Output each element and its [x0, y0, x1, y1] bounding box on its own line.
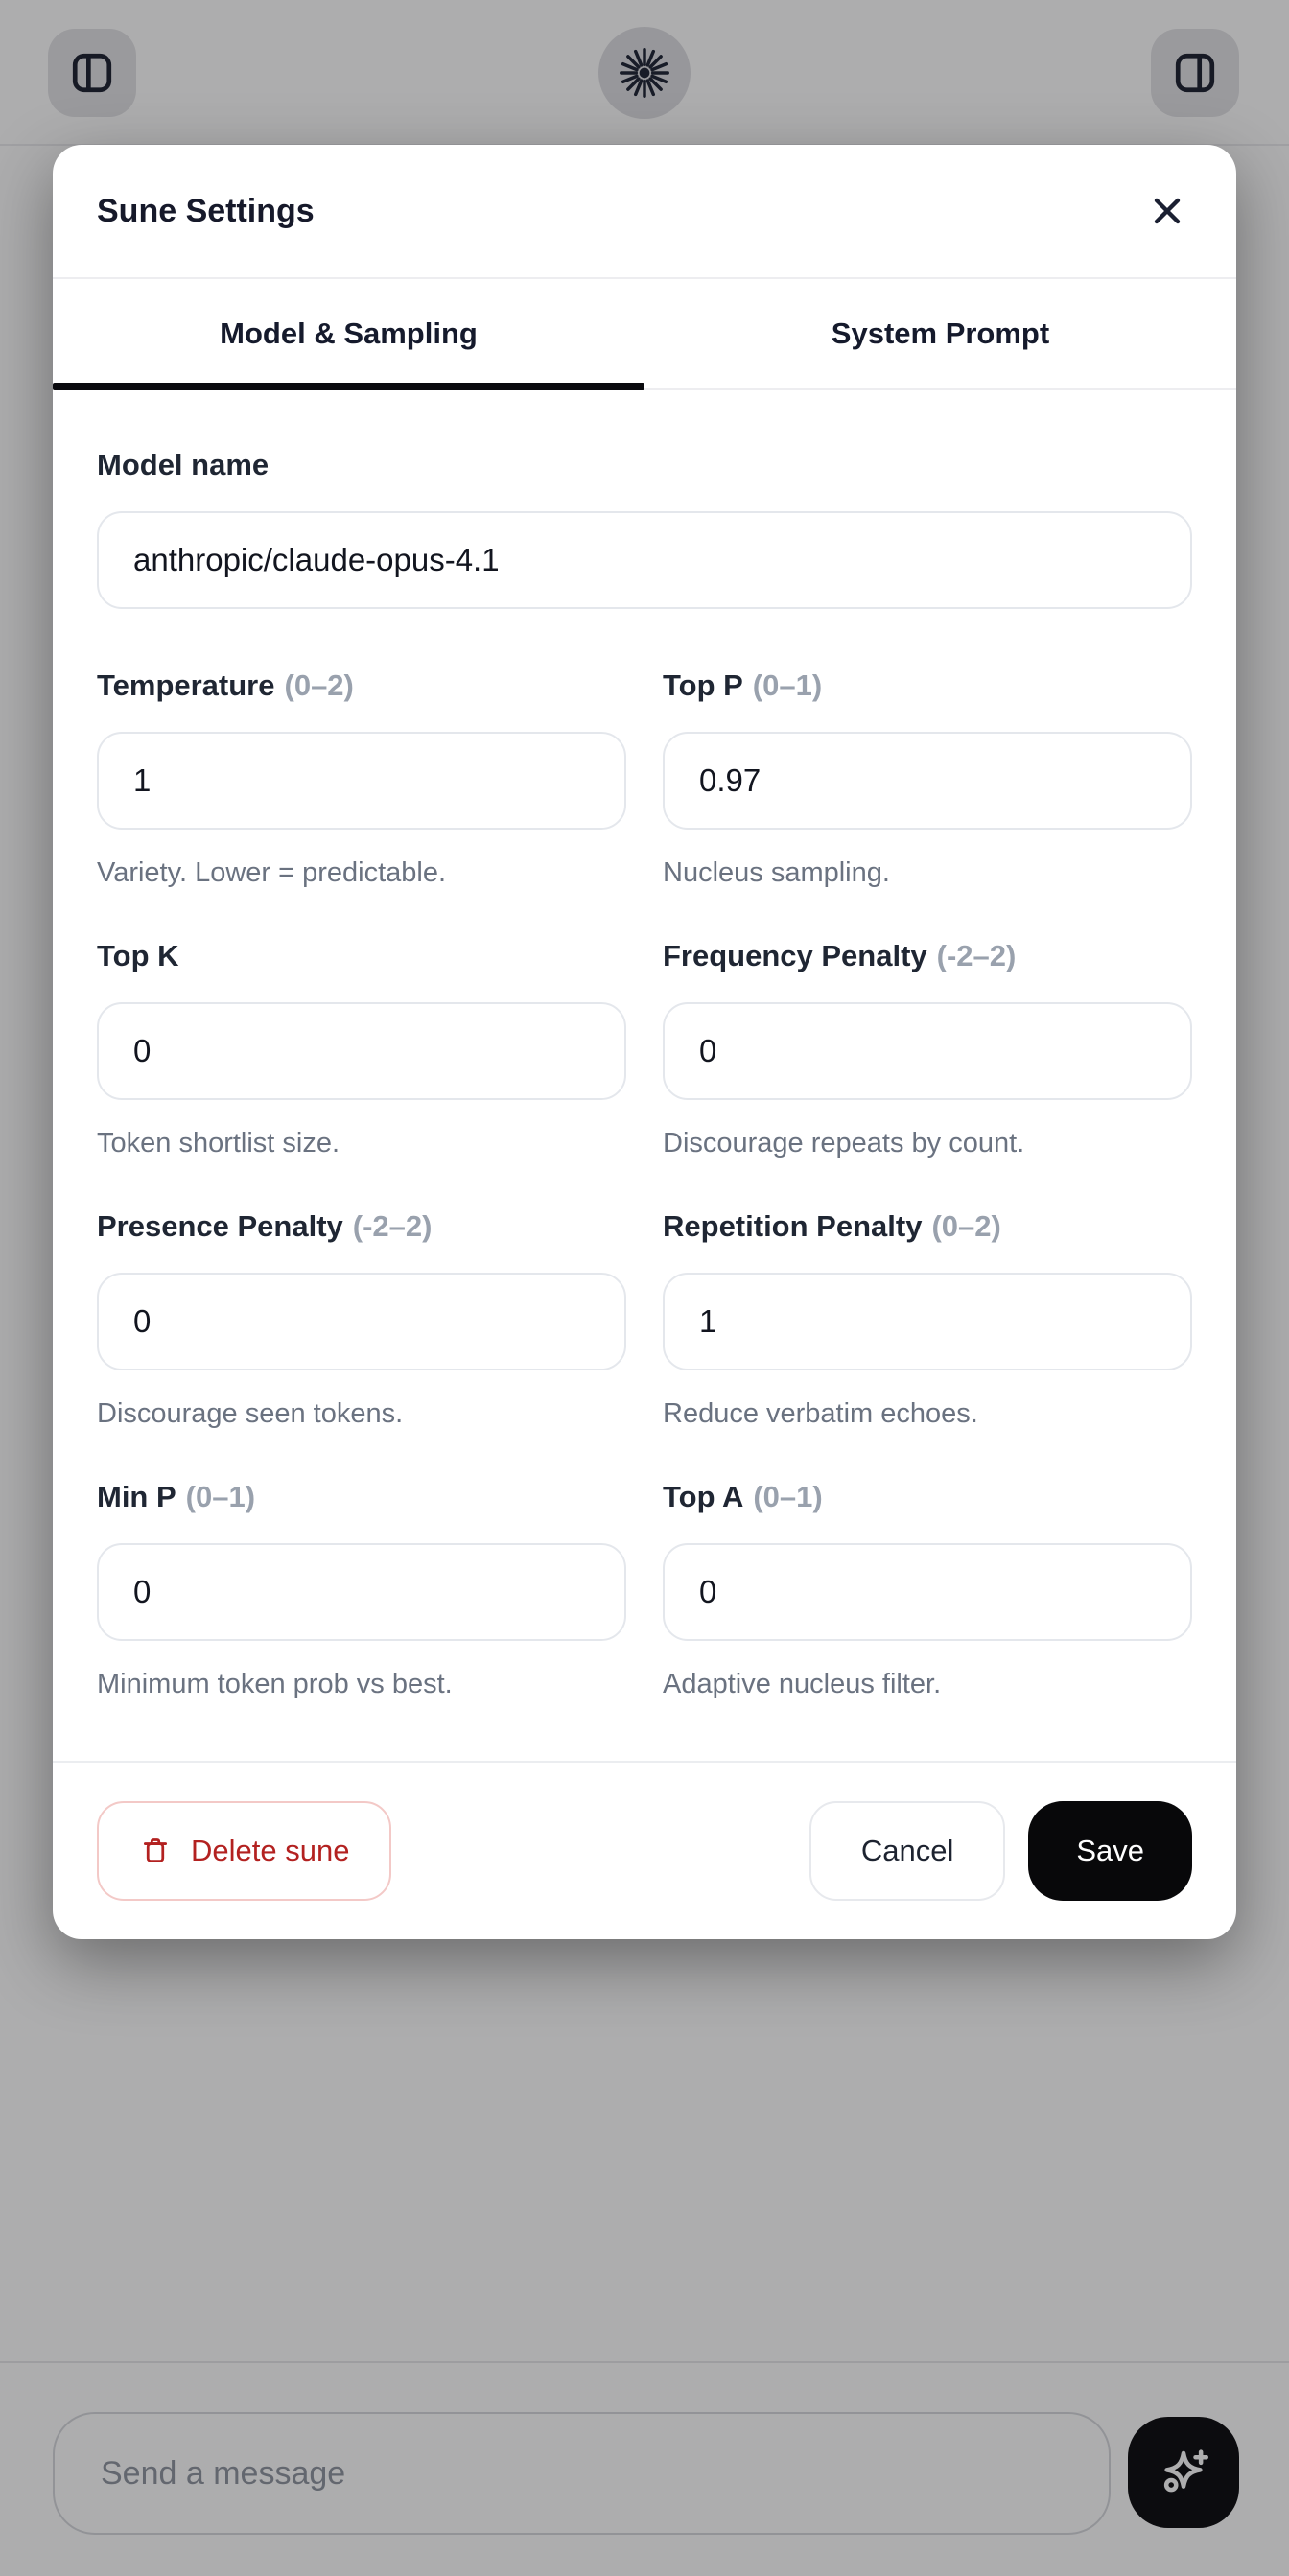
- trash-icon: [143, 1838, 168, 1863]
- starburst-icon: [620, 48, 669, 98]
- min-p-input[interactable]: [97, 1543, 626, 1641]
- temperature-input[interactable]: [97, 732, 626, 830]
- field-range: (0–1): [753, 1480, 823, 1513]
- sidebar-right-icon: [1175, 53, 1215, 93]
- field-label: Repetition Penalty: [663, 1209, 923, 1243]
- model-name-label: Model name: [97, 448, 270, 481]
- top-p-input[interactable]: [663, 732, 1192, 830]
- field-label: Min P: [97, 1480, 176, 1513]
- field-repetition-penalty: Repetition Penalty(0–2) Reduce verbatim …: [663, 1209, 1192, 1430]
- top-k-input[interactable]: [97, 1002, 626, 1100]
- delete-sune-button[interactable]: Delete sune: [97, 1801, 392, 1901]
- field-top-p: Top P (0–1) Nucleus sampling.: [663, 668, 1192, 889]
- tab-system-prompt[interactable]: System Prompt: [644, 279, 1236, 388]
- send-button[interactable]: [1128, 2417, 1239, 2528]
- model-name-input[interactable]: [97, 511, 1192, 609]
- field-hint: Adaptive nucleus filter.: [663, 1669, 942, 1699]
- message-composer: [0, 2361, 1289, 2576]
- field-label: Top A: [663, 1480, 744, 1513]
- presence-penalty-input[interactable]: [97, 1273, 626, 1370]
- field-model-name: Model name: [97, 448, 1192, 609]
- frequency-penalty-input[interactable]: [663, 1002, 1192, 1100]
- field-hint: Discourage seen tokens.: [97, 1398, 404, 1429]
- close-button[interactable]: [1138, 182, 1196, 240]
- toggle-right-sidebar-button[interactable]: [1151, 29, 1239, 117]
- field-label: Top P: [663, 668, 743, 702]
- field-hint: Discourage repeats by count.: [663, 1128, 1025, 1159]
- field-label: Top K: [97, 939, 179, 972]
- field-label: Frequency Penalty: [663, 939, 927, 972]
- field-hint: Reduce verbatim echoes.: [663, 1398, 978, 1429]
- sune-settings-modal: Sune Settings Model & Sampling System Pr…: [53, 145, 1236, 1939]
- field-range: (0–1): [752, 668, 823, 702]
- field-hint: Token shortlist size.: [97, 1128, 340, 1159]
- top-a-input[interactable]: [663, 1543, 1192, 1641]
- field-range: (0–1): [185, 1480, 256, 1513]
- field-hint: Variety. Lower = predictable.: [97, 857, 447, 888]
- field-range: (0–2): [931, 1209, 1001, 1243]
- field-hint: Minimum token prob vs best.: [97, 1669, 453, 1699]
- field-presence-penalty: Presence Penalty (-2–2) Discourage seen t…: [97, 1209, 626, 1430]
- field-label: Presence Penalty: [97, 1209, 343, 1243]
- field-temperature: Temperature (0–2) Variety. Lower = predic…: [97, 668, 626, 889]
- close-icon: [1154, 198, 1181, 224]
- cancel-button[interactable]: Cancel: [809, 1801, 1006, 1901]
- toggle-left-sidebar-button[interactable]: [48, 29, 136, 117]
- field-range: (-2–2): [936, 939, 1017, 972]
- delete-sune-label: Delete sune: [191, 1834, 350, 1867]
- modal-header: Sune Settings: [53, 145, 1236, 279]
- field-hint: Nucleus sampling.: [663, 857, 890, 888]
- sparkle-icon: [1163, 2449, 1208, 2493]
- modal-footer: Delete sune Cancel Save: [53, 1761, 1236, 1939]
- modal-title: Sune Settings: [97, 192, 315, 229]
- message-input[interactable]: [53, 2412, 1111, 2535]
- modal-body: Model name Temperature (0–2) Variety. Low…: [53, 390, 1236, 1761]
- sidebar-left-icon: [72, 53, 112, 93]
- field-top-a: Top A (0–1) Adaptive nucleus filter.: [663, 1480, 1192, 1700]
- sampling-grid: Temperature (0–2) Variety. Lower = predic…: [97, 668, 1192, 1700]
- repetition-penalty-input[interactable]: [663, 1273, 1192, 1370]
- field-min-p: Min P (0–1) Minimum token prob vs best.: [97, 1480, 626, 1700]
- field-range: (-2–2): [352, 1209, 433, 1243]
- field-top-k: Top K Token shortlist size.: [97, 939, 626, 1159]
- app-logo-button[interactable]: [598, 27, 691, 119]
- field-label: Temperature: [97, 668, 275, 702]
- save-button[interactable]: Save: [1028, 1801, 1192, 1901]
- field-range: (0–2): [284, 668, 354, 702]
- modal-tabs: Model & Sampling System Prompt: [53, 279, 1236, 390]
- tab-model-and-sampling[interactable]: Model & Sampling: [53, 279, 644, 390]
- field-frequency-penalty: Frequency Penalty (-2–2) Discourage repea…: [663, 939, 1192, 1159]
